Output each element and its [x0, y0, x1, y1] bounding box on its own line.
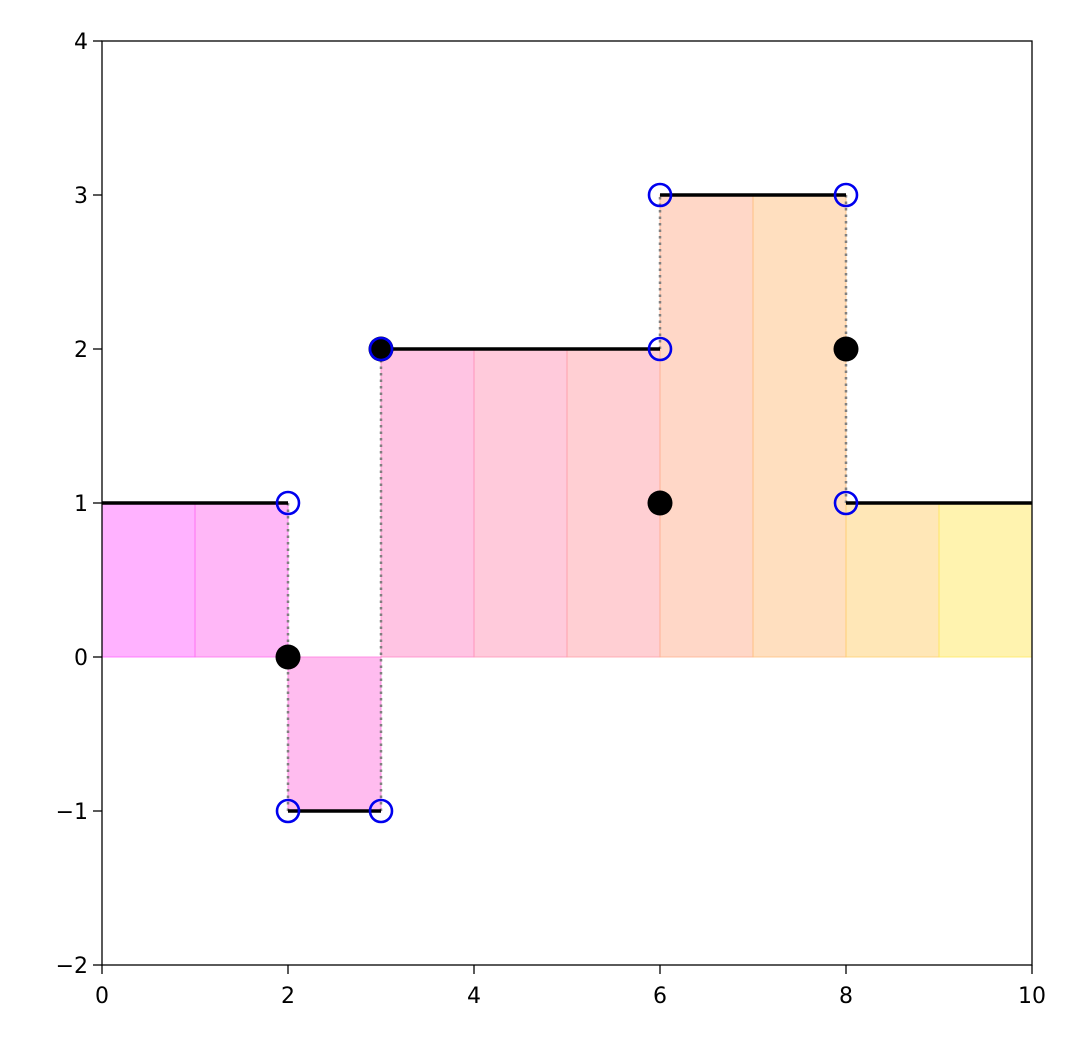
y-tick-label-0: −2 [56, 954, 88, 979]
filled-point-0 [275, 644, 301, 670]
open-point-1 [275, 798, 301, 824]
open-point-0 [275, 490, 301, 516]
bar-2 [287, 656, 382, 812]
open-point-2 [368, 798, 394, 824]
bar-3 [380, 348, 475, 658]
y-tick-label-6: 4 [74, 30, 88, 55]
filled-point-3 [833, 336, 859, 362]
bar-9 [938, 502, 1033, 658]
open-point-6 [833, 182, 859, 208]
bars-layer [101, 194, 1033, 812]
bar-4 [473, 348, 568, 658]
bar-1 [194, 502, 289, 658]
open-point-5 [647, 182, 673, 208]
open-point-3 [368, 336, 394, 362]
bar-7 [752, 194, 847, 658]
x-tick-label-3: 6 [653, 984, 667, 1009]
open-point-4 [647, 336, 673, 362]
bar-8 [845, 502, 940, 658]
markers-layer [275, 182, 859, 824]
x-tick-label-5: 10 [1018, 984, 1046, 1009]
x-tick-label-4: 8 [839, 984, 853, 1009]
y-tick-label-1: −1 [56, 800, 88, 825]
x-tick-label-2: 4 [467, 984, 481, 1009]
y-tick-label-2: 0 [74, 646, 88, 671]
y-axis-ticks: −2 −1 0 1 2 3 4 [56, 30, 102, 979]
x-tick-label-1: 2 [281, 984, 295, 1009]
bar-5 [566, 348, 661, 658]
x-axis-ticks: 0 2 4 6 8 10 [95, 965, 1046, 1009]
y-tick-label-3: 1 [74, 492, 88, 517]
jumps-layer [286, 195, 848, 811]
filled-point-2 [647, 490, 673, 516]
filled-point-1 [368, 336, 394, 362]
y-tick-label-5: 3 [74, 184, 88, 209]
open-point-7 [833, 490, 859, 516]
bar-0 [101, 502, 196, 658]
x-tick-label-0: 0 [95, 984, 109, 1009]
segments-layer [102, 193, 1032, 813]
bar-6 [659, 194, 754, 658]
y-tick-label-4: 2 [74, 338, 88, 363]
